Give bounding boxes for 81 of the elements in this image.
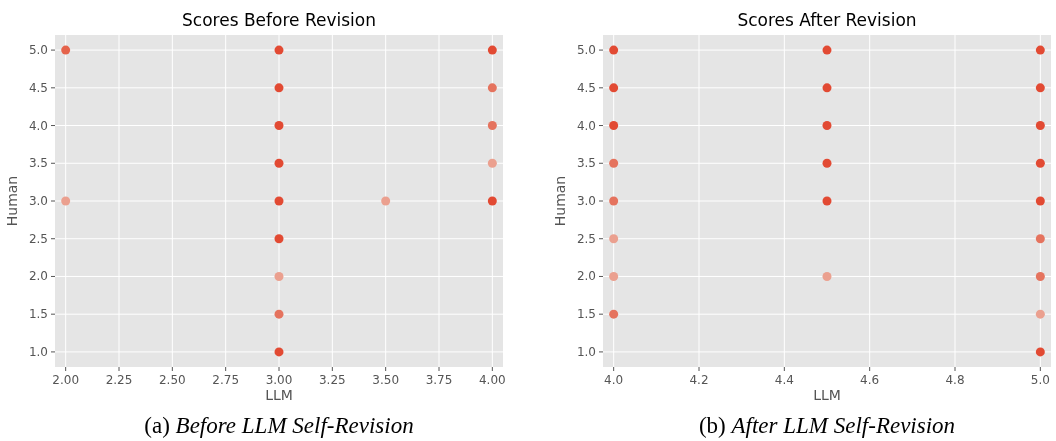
- text: (b) After LLM Self-Revision: [698, 413, 956, 438]
- x-tick-label: 4.6: [860, 373, 880, 387]
- point: [274, 83, 284, 93]
- point: [487, 45, 497, 55]
- point: [609, 309, 619, 319]
- point: [274, 309, 284, 319]
- y-tick-label: 3.0: [576, 194, 596, 208]
- x-tick-label: 3.75: [425, 373, 453, 387]
- point: [822, 271, 832, 281]
- y-tick-label: 5.0: [28, 43, 48, 58]
- y-tick-label: 1.0: [576, 344, 596, 359]
- point: [822, 158, 832, 168]
- y-tick-label: 4.0: [576, 118, 596, 133]
- point: [274, 347, 284, 357]
- x-axis-title: LLM: [265, 387, 293, 403]
- point: [1035, 347, 1045, 357]
- x-tick-label: 4.0: [604, 373, 624, 387]
- y-tick-label: 4.5: [28, 80, 48, 95]
- point: [609, 271, 619, 281]
- y-tick-label: 3.0: [28, 194, 48, 208]
- y-tick-label: 4.5: [576, 80, 596, 95]
- point: [609, 83, 619, 93]
- y-tick-label: 1.5: [576, 307, 596, 322]
- point: [487, 196, 497, 206]
- point: [822, 83, 832, 93]
- x-tick-label: 4.4: [774, 373, 794, 387]
- point: [487, 83, 497, 93]
- point: [274, 121, 284, 131]
- y-tick-label: 2.5: [28, 231, 48, 246]
- point: [487, 158, 497, 168]
- x-tick-label: 2.75: [212, 373, 240, 387]
- point: [1035, 309, 1045, 319]
- y-axis-title: Human: [552, 175, 568, 227]
- point: [61, 45, 71, 55]
- point: [1035, 271, 1045, 281]
- x-axis-title: LLM: [813, 387, 841, 403]
- y-tick-label: 3.5: [28, 156, 48, 171]
- point: [274, 234, 284, 244]
- y-axis-title: Human: [4, 175, 20, 227]
- x-tick-label: 2.25: [105, 373, 133, 387]
- point: [1035, 158, 1045, 168]
- x-tick-label: 4.00: [478, 373, 506, 387]
- point: [274, 158, 284, 168]
- point: [274, 196, 284, 206]
- point: [487, 121, 497, 131]
- x-tick-label: 4.8: [945, 373, 965, 387]
- y-tick-label: 5.0: [576, 43, 596, 58]
- chart-title: Scores Before Revision: [182, 10, 376, 30]
- point: [1035, 45, 1045, 55]
- point: [822, 121, 832, 131]
- x-tick-label: 3.25: [318, 373, 346, 387]
- point: [609, 234, 619, 244]
- text: (a) Before LLM Self-Revision: [144, 413, 414, 438]
- point: [1035, 196, 1045, 206]
- point: [274, 271, 284, 281]
- chart-title: Scores After Revision: [737, 10, 917, 30]
- point: [1035, 121, 1045, 131]
- y-tick-label: 2.0: [576, 269, 596, 284]
- x-tick-label: 3.50: [372, 373, 400, 387]
- x-tick-label: 2.00: [52, 373, 80, 387]
- point: [822, 45, 832, 55]
- point: [1035, 83, 1045, 93]
- point: [274, 45, 284, 55]
- x-tick-label: 3.00: [265, 373, 293, 387]
- point: [381, 196, 391, 206]
- y-tick-label: 2.0: [28, 269, 48, 284]
- point: [1035, 234, 1045, 244]
- point: [822, 196, 832, 206]
- y-tick-label: 1.0: [28, 344, 48, 359]
- y-tick-label: 4.0: [28, 118, 48, 133]
- x-tick-label: 4.2: [689, 373, 709, 387]
- x-tick-label: 5.0: [1030, 373, 1050, 387]
- point: [609, 196, 619, 206]
- y-tick-label: 1.5: [28, 307, 48, 322]
- point: [609, 45, 619, 55]
- point: [609, 158, 619, 168]
- x-tick-label: 2.50: [158, 373, 186, 387]
- y-tick-label: 2.5: [576, 231, 596, 246]
- point: [609, 121, 619, 131]
- y-tick-label: 3.5: [576, 156, 596, 171]
- point: [61, 196, 71, 206]
